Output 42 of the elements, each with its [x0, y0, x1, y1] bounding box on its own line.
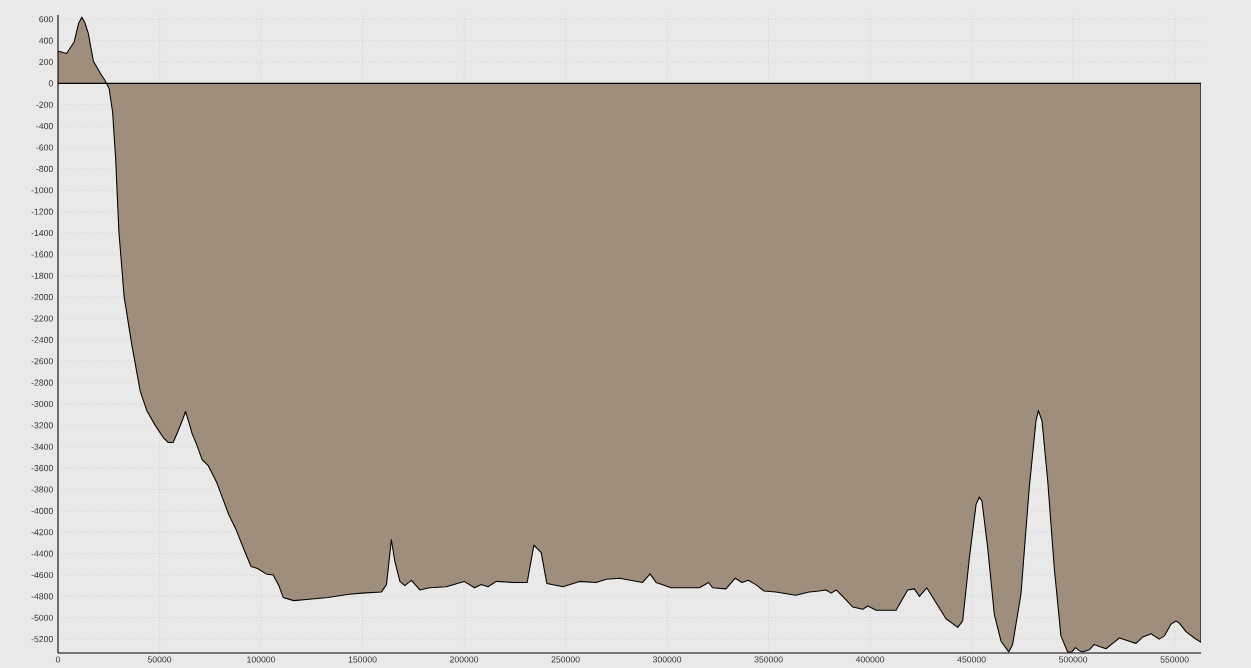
y-tick-label: -200	[36, 101, 53, 108]
x-tick-label: 350000	[754, 656, 783, 663]
y-tick-label: -3400	[31, 443, 53, 450]
x-tick-label: 250000	[551, 656, 580, 663]
y-tick-label: -4600	[31, 571, 53, 579]
y-tick-label: -4400	[31, 550, 53, 557]
x-tick-label: 400000	[855, 656, 885, 663]
y-tick-label: -4800	[31, 593, 53, 600]
y-tick-label: -4200	[31, 529, 53, 536]
y-tick-label: 400	[39, 37, 53, 44]
y-tick-label: -800	[36, 165, 53, 172]
x-tick-label: 500000	[1059, 656, 1088, 663]
x-tick-label: 100000	[247, 656, 276, 663]
x-tick-label: 550000	[1160, 656, 1189, 663]
x-tick-label: 450000	[957, 656, 986, 663]
y-tick-label: -3600	[31, 465, 53, 472]
y-tick-label: -5200	[31, 636, 53, 643]
y-tick-label: 200	[39, 58, 53, 66]
x-tick-label: 0	[55, 656, 61, 663]
x-tick-label: 150000	[348, 656, 377, 663]
x-tick-label: 50000	[147, 656, 172, 663]
y-tick-label: -4000	[31, 507, 53, 514]
y-tick-label: -1600	[31, 251, 53, 258]
y-tick-label: 600	[39, 16, 53, 23]
y-tick-label: -2800	[31, 379, 53, 386]
x-tick-label: 200000	[450, 656, 479, 663]
x-tick-label: 300000	[652, 656, 682, 663]
y-tick-label: -1400	[31, 229, 53, 237]
y-tick-label: -3000	[31, 400, 53, 408]
y-tick-label: -2400	[31, 336, 53, 343]
y-tick-label: -5000	[31, 614, 53, 621]
y-tick-label: -2200	[31, 315, 53, 322]
y-tick-label: -600	[36, 144, 53, 151]
y-tick-label: -3200	[31, 422, 53, 429]
y-tick-label: 0	[48, 80, 53, 87]
y-tick-label: -1000	[31, 187, 53, 194]
y-tick-label: -400	[36, 123, 53, 130]
y-tick-label: -2000	[31, 294, 53, 301]
y-tick-label: -1200	[31, 208, 53, 215]
y-tick-label: -2600	[31, 358, 53, 365]
y-tick-label: -3800	[31, 486, 53, 493]
y-tick-label: -1800	[31, 272, 53, 279]
